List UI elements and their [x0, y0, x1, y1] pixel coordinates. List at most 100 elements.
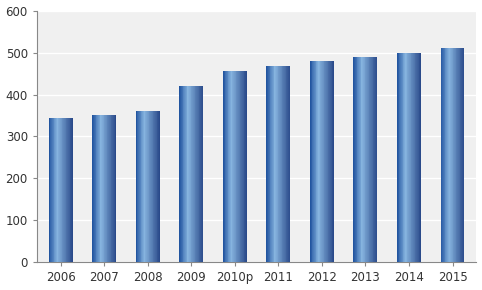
Bar: [155, 111, 156, 262]
Bar: [415, 52, 416, 262]
Bar: [99, 115, 100, 262]
Bar: [234, 71, 235, 262]
Bar: [281, 66, 282, 262]
Bar: [450, 48, 451, 262]
Bar: [400, 52, 401, 262]
Bar: [157, 111, 158, 262]
Bar: [357, 57, 358, 262]
Bar: [317, 61, 318, 262]
Bar: [194, 86, 195, 262]
Bar: [462, 48, 463, 262]
Bar: [57, 118, 58, 262]
Bar: [114, 115, 115, 262]
Bar: [186, 86, 187, 262]
Bar: [72, 118, 73, 262]
Bar: [278, 66, 279, 262]
Bar: [137, 111, 138, 262]
Bar: [282, 66, 283, 262]
Bar: [200, 86, 201, 262]
Bar: [312, 61, 313, 262]
Bar: [138, 111, 139, 262]
Bar: [418, 52, 419, 262]
Bar: [407, 52, 408, 262]
Bar: [109, 115, 110, 262]
Bar: [98, 115, 99, 262]
Bar: [277, 66, 278, 262]
Bar: [245, 71, 246, 262]
Bar: [190, 86, 191, 262]
Bar: [193, 86, 194, 262]
Bar: [107, 115, 108, 262]
Bar: [325, 61, 326, 262]
Bar: [196, 86, 197, 262]
Bar: [191, 86, 192, 262]
Bar: [108, 115, 109, 262]
Bar: [448, 48, 449, 262]
Bar: [61, 118, 62, 262]
Bar: [404, 52, 405, 262]
Bar: [355, 57, 356, 262]
Bar: [368, 57, 369, 262]
Bar: [375, 57, 376, 262]
Bar: [275, 66, 276, 262]
Bar: [458, 48, 459, 262]
Bar: [314, 61, 315, 262]
Bar: [397, 52, 398, 262]
Bar: [451, 48, 452, 262]
Bar: [272, 66, 273, 262]
Bar: [154, 111, 155, 262]
Bar: [320, 61, 321, 262]
Bar: [286, 66, 287, 262]
Bar: [284, 66, 285, 262]
Bar: [202, 86, 203, 262]
Bar: [361, 57, 362, 262]
Bar: [362, 57, 363, 262]
Bar: [111, 115, 112, 262]
Bar: [97, 115, 98, 262]
Bar: [288, 66, 289, 262]
Bar: [152, 111, 153, 262]
Bar: [445, 48, 446, 262]
Bar: [363, 57, 364, 262]
Bar: [112, 115, 113, 262]
Bar: [101, 115, 102, 262]
Bar: [227, 71, 228, 262]
Bar: [105, 115, 106, 262]
Bar: [413, 52, 414, 262]
Bar: [226, 71, 227, 262]
Bar: [239, 71, 240, 262]
Bar: [156, 111, 157, 262]
Bar: [237, 71, 238, 262]
Bar: [464, 48, 465, 262]
Bar: [331, 61, 332, 262]
Bar: [461, 48, 462, 262]
Bar: [318, 61, 319, 262]
Bar: [353, 57, 354, 262]
Bar: [151, 111, 152, 262]
Bar: [370, 57, 371, 262]
Bar: [182, 86, 183, 262]
Bar: [197, 86, 198, 262]
Bar: [449, 48, 450, 262]
Bar: [56, 118, 57, 262]
Bar: [225, 71, 226, 262]
Bar: [316, 61, 317, 262]
Bar: [244, 71, 245, 262]
Bar: [417, 52, 418, 262]
Bar: [49, 118, 50, 262]
Bar: [158, 111, 159, 262]
Bar: [235, 71, 236, 262]
Bar: [285, 66, 286, 262]
Bar: [372, 57, 373, 262]
Bar: [371, 57, 372, 262]
Bar: [142, 111, 143, 262]
Bar: [419, 52, 420, 262]
Bar: [446, 48, 447, 262]
Bar: [453, 48, 454, 262]
Bar: [276, 66, 277, 262]
Bar: [322, 61, 323, 262]
Bar: [323, 61, 324, 262]
Bar: [269, 66, 270, 262]
Bar: [420, 52, 421, 262]
Bar: [54, 118, 55, 262]
